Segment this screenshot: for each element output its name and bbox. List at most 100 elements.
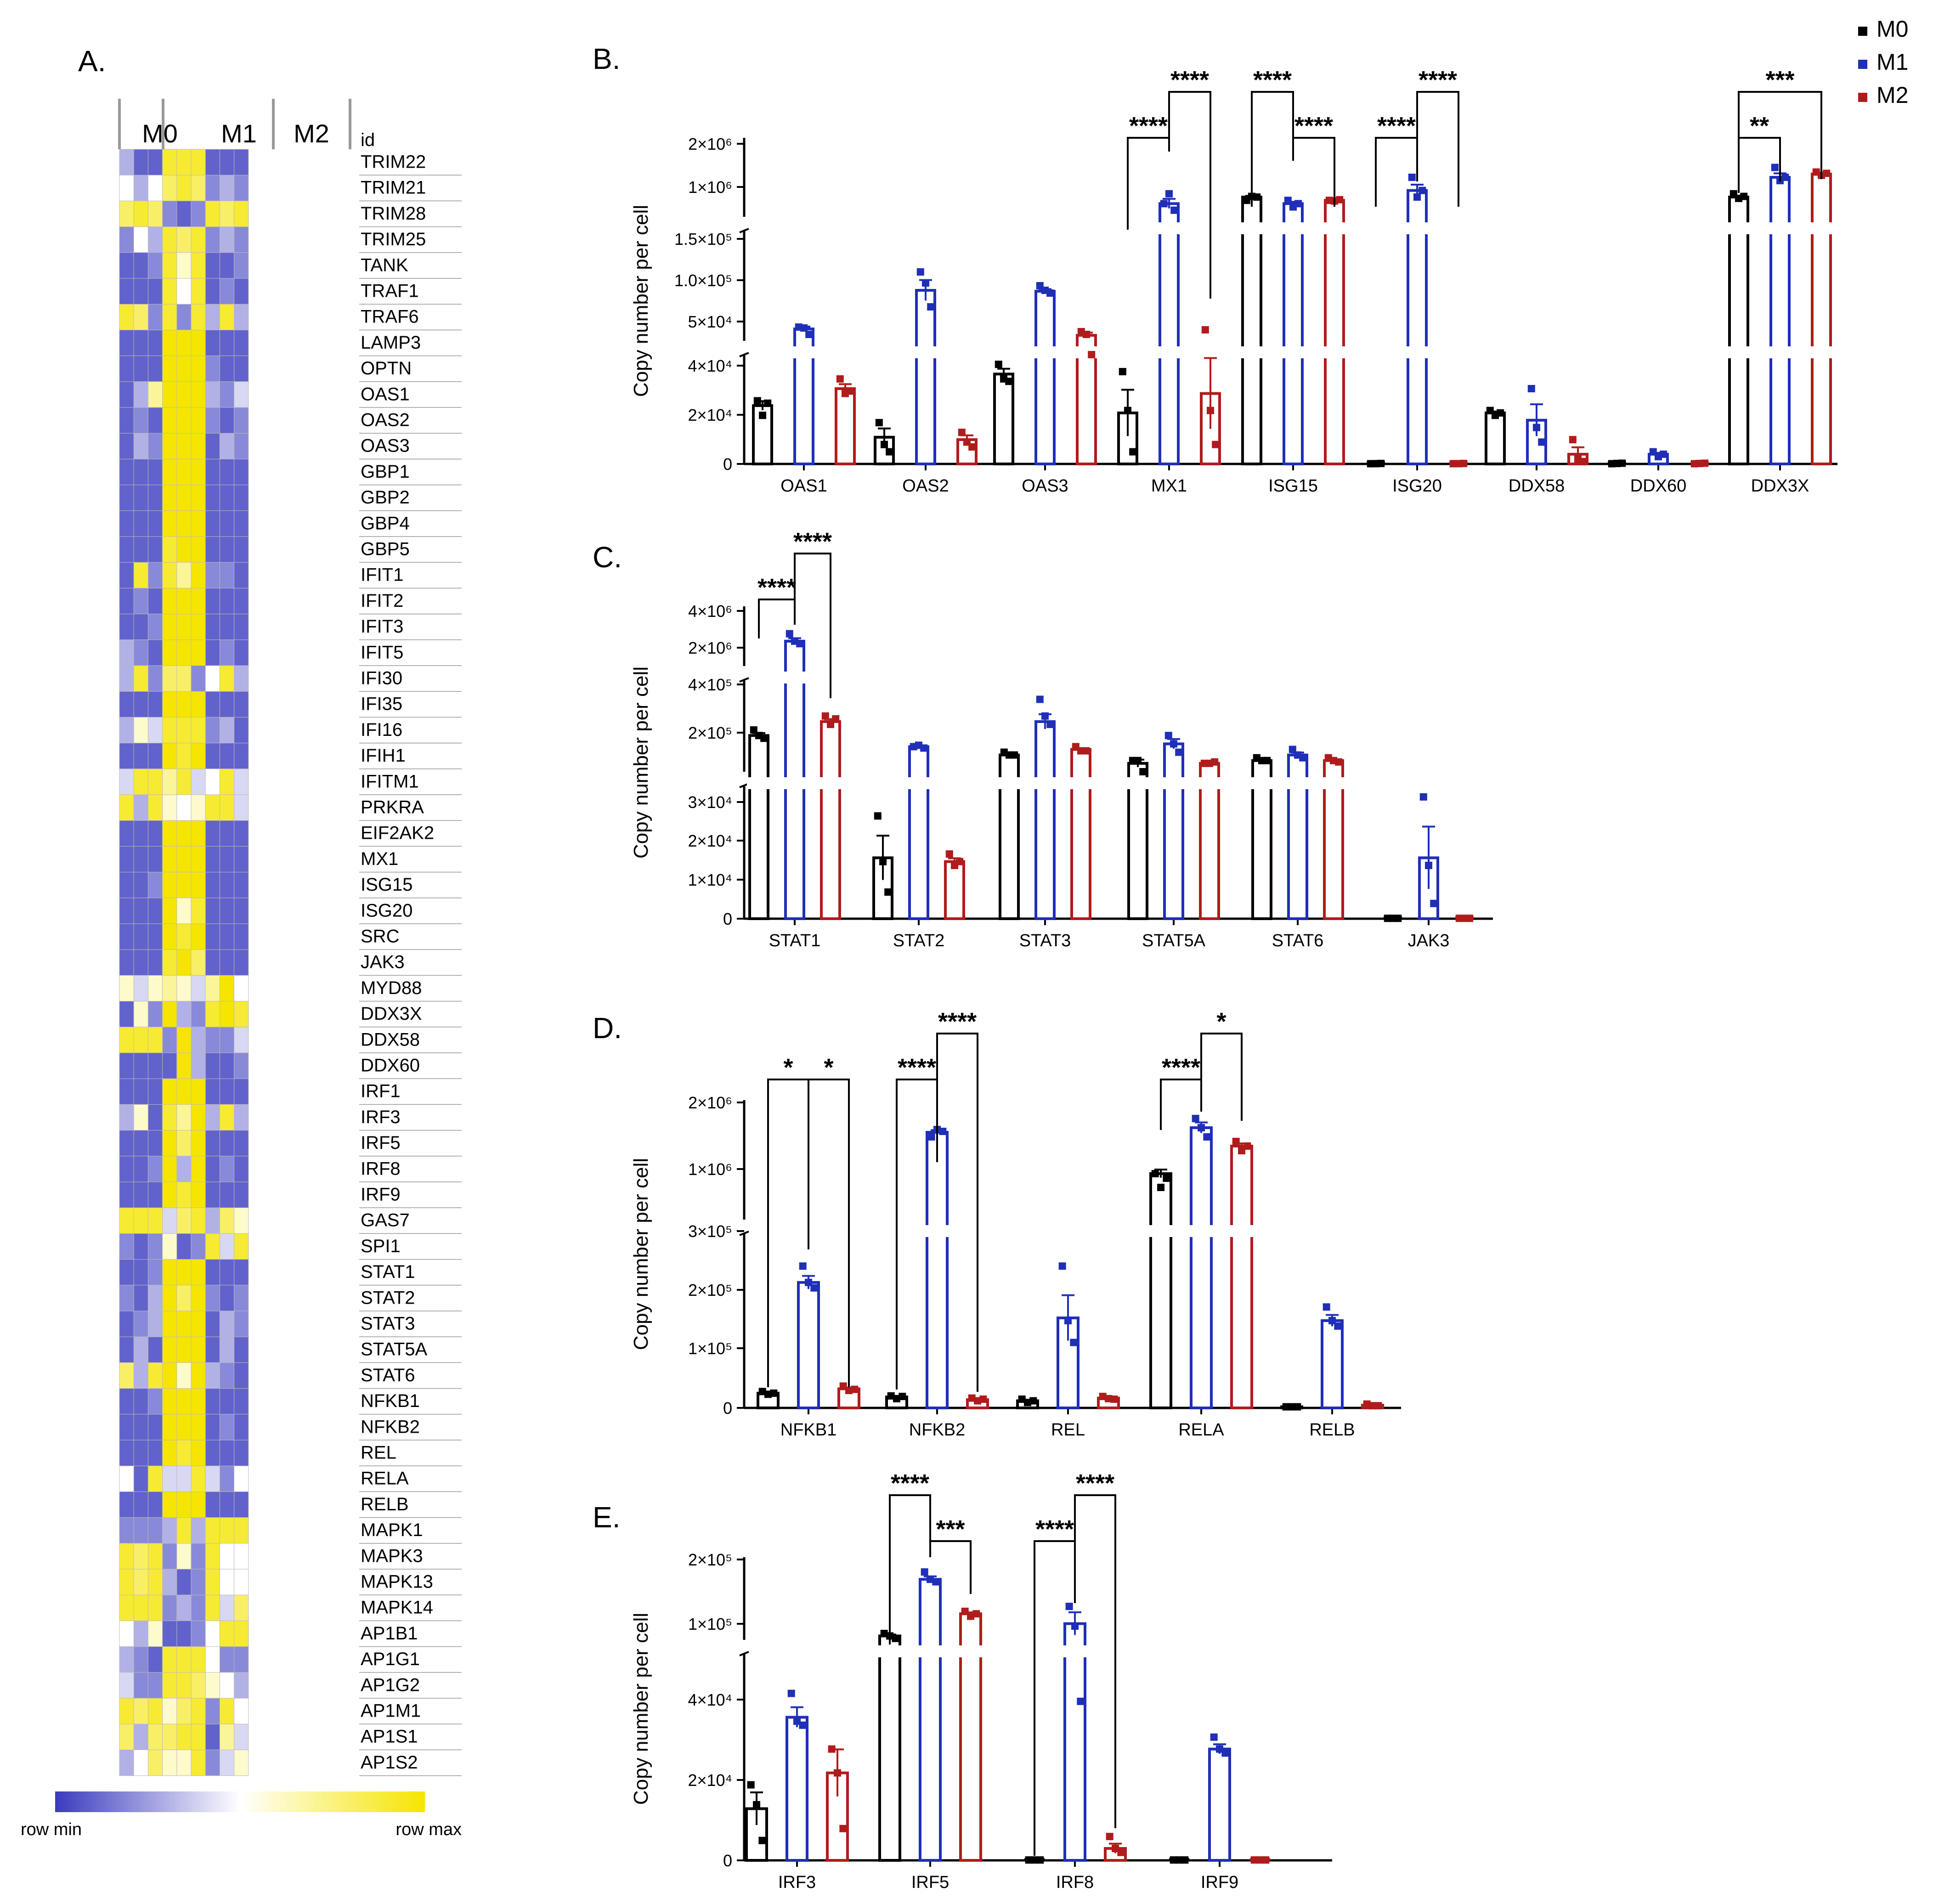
bar-break-gap — [1809, 222, 1833, 234]
heatmap-cell — [162, 1362, 177, 1389]
heatmap-cell — [162, 614, 177, 640]
bar-panel-e: E. Copy number per cell 0 2×10⁴ 4×10⁴ 1×10⁵ 2×… — [593, 1469, 1332, 1892]
heatmap-cell — [119, 1595, 134, 1621]
heatmap-row-label: IFIT3 — [361, 616, 403, 637]
heatmap-cell — [148, 252, 163, 279]
significance-bracket — [1127, 137, 1170, 230]
significance-label: **** — [938, 1008, 977, 1035]
heatmap-row-label: LAMP3 — [361, 333, 421, 353]
heatmap-cell — [191, 1543, 206, 1570]
heatmap-cell — [176, 1156, 192, 1182]
data-point-m1 — [1058, 1262, 1066, 1270]
legend-label-m1: M1 — [1876, 49, 1908, 75]
data-point-m2 — [828, 1745, 836, 1753]
x-tick-label: DDX60 — [1630, 476, 1687, 496]
heatmap-cell — [162, 1001, 177, 1028]
heatmap-cell — [148, 1208, 163, 1234]
heatmap-cell — [191, 330, 206, 356]
heatmap-cell — [176, 949, 192, 976]
heatmap-cell — [191, 356, 206, 382]
bar-break-gap — [917, 1645, 943, 1657]
heatmap-cell — [119, 381, 134, 408]
heatmap-cell — [162, 1646, 177, 1673]
heatmap-cell — [119, 1362, 134, 1389]
heatmap-cell — [234, 252, 249, 279]
data-point-m0 — [1377, 459, 1385, 467]
heatmap-cell — [162, 304, 177, 330]
heatmap-cell — [234, 768, 249, 795]
y-tick-label: 0 — [723, 910, 732, 928]
heatmap-cell — [205, 1001, 220, 1028]
heatmap-cell — [162, 1492, 177, 1518]
heatmap-cell — [234, 1130, 249, 1157]
heatmap-cell — [119, 639, 134, 666]
heatmap-cell — [220, 1698, 235, 1724]
heatmap-cell — [234, 1259, 249, 1286]
heatmap-cell — [134, 381, 148, 408]
data-point-m2 — [1088, 351, 1096, 358]
heatmap-cell — [205, 639, 220, 666]
heatmap-cell — [134, 485, 148, 511]
data-point-m2 — [1112, 1845, 1119, 1853]
heatmap-cell — [134, 1543, 148, 1570]
heatmap-cell — [176, 795, 192, 821]
data-point-m2 — [1211, 758, 1219, 766]
significance-bracket — [1074, 1494, 1116, 1828]
heatmap-cell — [191, 149, 206, 175]
heatmap-cell — [220, 924, 235, 950]
heatmap-cell — [162, 1027, 177, 1053]
bar-panel-d: D. Copy number per cell 0 1×10⁵ 2×10⁵ 3×10⁵ 1×… — [593, 1008, 1401, 1440]
heatmap-cell — [148, 459, 163, 486]
heatmap-cell — [191, 975, 206, 1002]
data-point-m1 — [927, 303, 935, 311]
heatmap-cell — [162, 1208, 177, 1234]
heatmap-cell — [176, 1104, 192, 1131]
significance-bracket — [936, 1033, 978, 1392]
heatmap-cell — [191, 510, 206, 537]
heatmap-cell — [191, 537, 206, 563]
heatmap-cell — [134, 175, 148, 201]
heatmap-cell — [148, 1440, 163, 1466]
heatmap-cell — [162, 666, 177, 692]
heatmap-cell — [176, 639, 192, 666]
y-tick-label: 4×10⁵ — [688, 675, 732, 694]
heatmap-row-label: TRIM25 — [361, 229, 426, 249]
heatmap-cell — [119, 1053, 134, 1079]
bar-m2 — [944, 860, 965, 920]
heatmap-cell — [220, 1388, 235, 1415]
heatmap-cell — [134, 1027, 148, 1053]
heatmap-cell — [234, 872, 249, 898]
heatmap-cell — [162, 149, 177, 175]
heatmap-cell — [176, 666, 192, 692]
heatmap-cell — [205, 356, 220, 382]
heatmap-cell — [176, 924, 192, 950]
heatmap-cell — [205, 820, 220, 847]
y-tick-label: 2×10⁶ — [688, 1093, 732, 1112]
significance-label: **** — [1294, 112, 1333, 140]
heatmap-row-label: IRF3 — [361, 1107, 401, 1127]
heatmap-cell — [176, 1259, 192, 1286]
heatmap-cell — [220, 1208, 235, 1234]
heatmap-row-label: TRIM28 — [361, 203, 426, 224]
heatmap-cell — [134, 252, 148, 279]
bar-break-gap — [1033, 777, 1057, 789]
y-tick-label: 0 — [723, 1399, 732, 1418]
heatmap-cell — [220, 1724, 235, 1750]
bar-break-gap — [1229, 1225, 1255, 1237]
heatmap-cell — [148, 1001, 163, 1028]
bar-break-gap — [792, 346, 816, 358]
x-tick-label: STAT2 — [893, 931, 945, 950]
heatmap-cell — [191, 1388, 206, 1415]
data-point-m2 — [958, 429, 966, 436]
heatmap-cell — [148, 1079, 163, 1105]
heatmap-cell — [234, 1388, 249, 1415]
data-point-m1 — [1419, 186, 1426, 194]
heatmap-cell — [176, 1698, 192, 1724]
x-tick-label: STAT3 — [1019, 931, 1071, 950]
heatmap-cell — [205, 1182, 220, 1208]
heatmap-cell — [134, 1362, 148, 1389]
y-tick-label: 1×10⁵ — [688, 1339, 732, 1358]
heatmap-cell — [234, 356, 249, 382]
heatmap-cell — [220, 1259, 235, 1286]
heatmap-row-label: NFKB2 — [361, 1417, 420, 1437]
